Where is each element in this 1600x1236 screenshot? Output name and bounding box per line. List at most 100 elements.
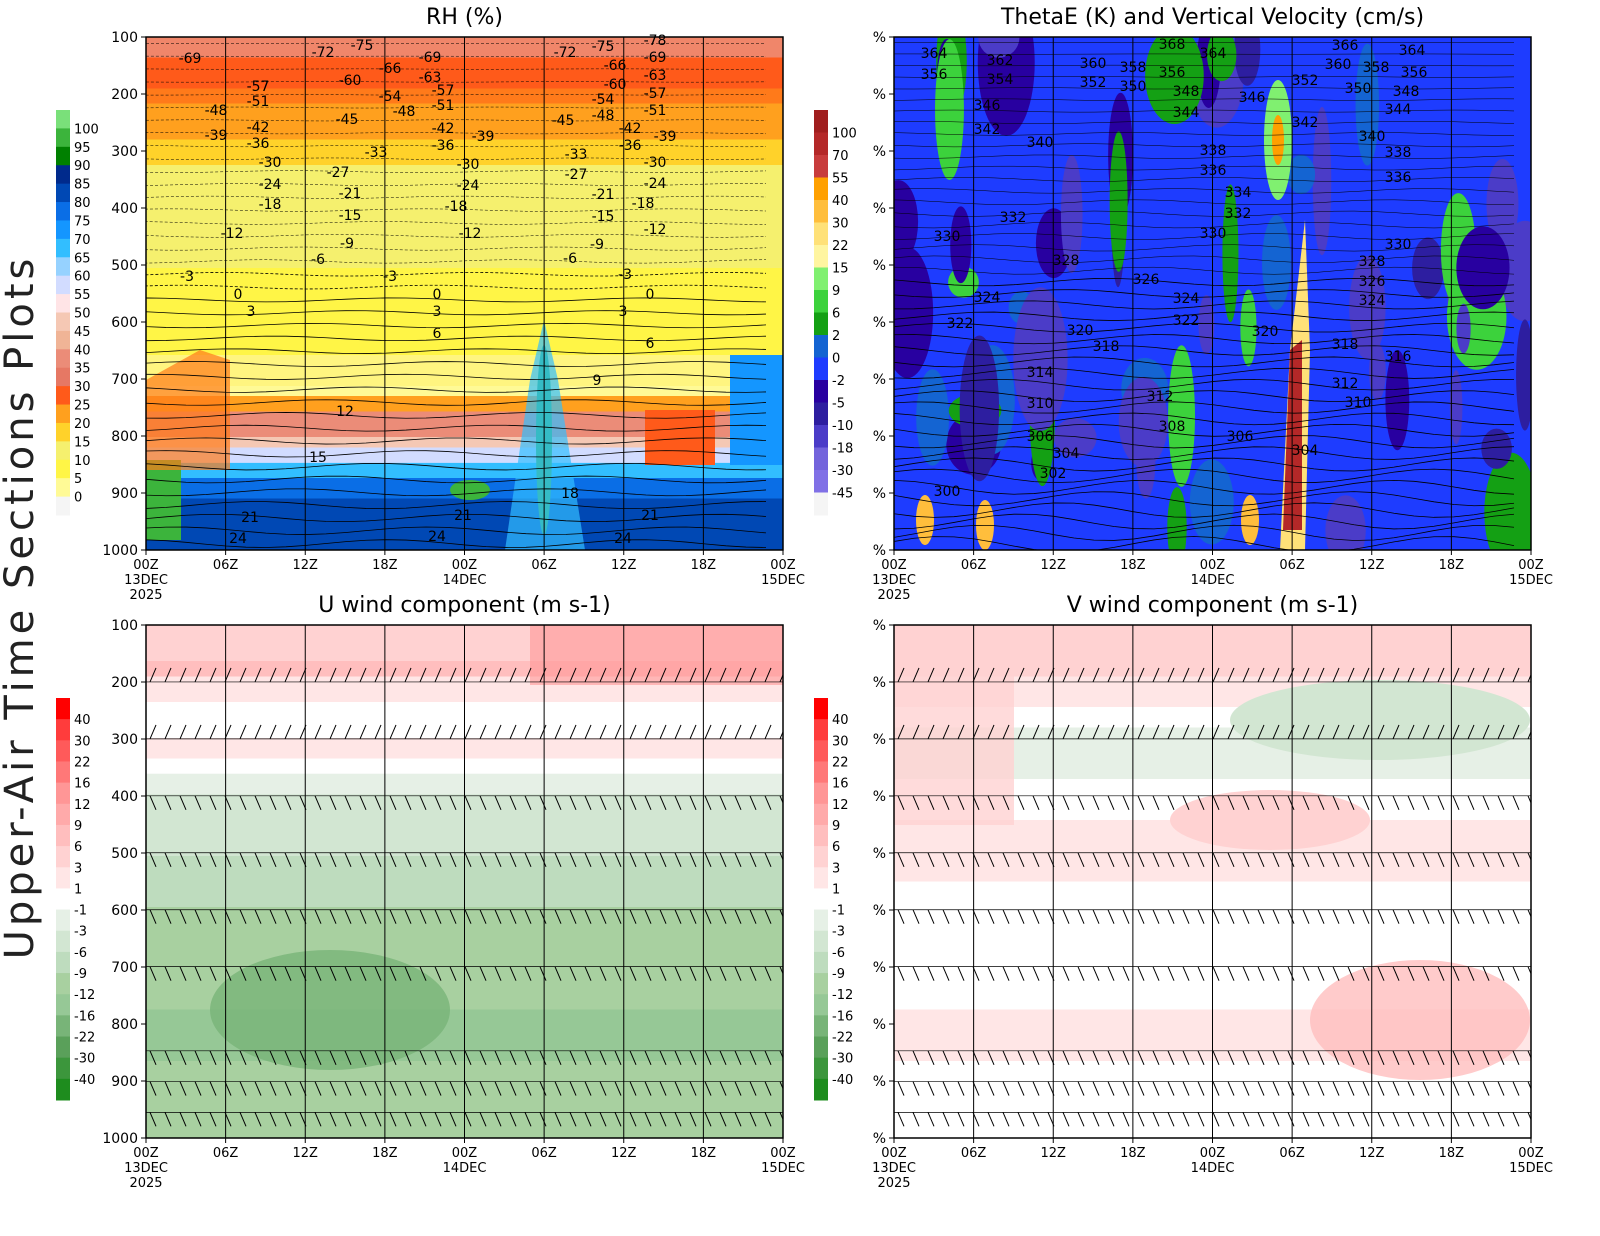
contour-label: 21 — [454, 508, 472, 524]
wind-barb — [958, 625, 959, 626]
wind-barb — [194, 795, 202, 811]
contour-line — [146, 310, 767, 316]
velocity-blob — [950, 206, 972, 284]
wind-barb — [1242, 1112, 1250, 1127]
velocity-blob — [1168, 345, 1195, 487]
colorbar-swatch — [814, 782, 828, 805]
x-year-label: 2025 — [129, 1176, 162, 1191]
colorbar-swatch — [814, 245, 828, 268]
wind-barb — [524, 852, 532, 867]
wind-barb — [1392, 724, 1400, 740]
colorbar-swatch — [56, 367, 70, 387]
wind-barb — [1467, 909, 1475, 924]
contour-line — [146, 183, 767, 186]
wind-barb — [674, 795, 682, 811]
y-tick-label: % — [873, 789, 886, 805]
contour-line — [146, 462, 767, 471]
wind-barb — [539, 724, 547, 740]
contour-label: 328 — [1053, 253, 1080, 269]
wind-barb — [704, 1081, 712, 1096]
wind-barb — [494, 667, 502, 683]
contour-label: -3 — [618, 267, 632, 283]
wind-barb — [509, 852, 517, 867]
wind-barb — [674, 724, 682, 740]
colorbar-label: 55 — [832, 172, 849, 187]
wind-barb — [1332, 1081, 1340, 1096]
wind-barb — [1257, 852, 1265, 867]
wind-barb — [344, 1112, 352, 1127]
wind-barb — [704, 909, 712, 924]
colorbar-swatch — [814, 867, 828, 889]
wind-barb — [912, 795, 920, 811]
wind-barb — [584, 795, 592, 811]
wind-barb — [494, 852, 502, 867]
wind-barb — [1512, 909, 1520, 924]
contour-line — [146, 195, 767, 199]
wind-barb — [539, 667, 547, 683]
colorbar-label: -30 — [74, 1052, 95, 1067]
wind-barb — [779, 1050, 783, 1060]
wind-barb — [1017, 1112, 1025, 1127]
wind-barb — [404, 1112, 412, 1127]
wind-barb — [1122, 795, 1130, 811]
wind-barb — [1377, 1050, 1385, 1065]
wind-barb — [404, 724, 412, 740]
wind-barb — [1092, 1112, 1100, 1127]
wind-barb — [764, 1112, 772, 1127]
contour-line — [894, 513, 1515, 530]
wind-barb — [1317, 966, 1325, 981]
wind-barb — [942, 909, 950, 924]
wind-barb — [614, 667, 622, 683]
contour-line — [146, 81, 767, 83]
wind-barb — [614, 795, 622, 811]
wind-barb — [764, 667, 772, 683]
wind-barb — [1302, 1112, 1310, 1127]
wind-barb — [269, 1112, 277, 1127]
wind-barb — [269, 966, 277, 981]
colorbar-label: -18 — [832, 442, 853, 457]
wind-barb — [569, 852, 577, 867]
colorbar-label: 40 — [74, 713, 91, 728]
velocity-blob — [1234, 37, 1261, 86]
wind-barb — [1467, 1050, 1475, 1065]
colorbar-label: -1 — [74, 904, 87, 919]
wind-barb — [1212, 909, 1220, 924]
colorbar-swatch — [56, 165, 70, 185]
wind-barb — [359, 795, 367, 811]
wind-barb — [434, 909, 442, 924]
colorbar-swatch — [56, 994, 70, 1016]
wind-barb — [239, 724, 247, 740]
wind-barb — [750, 625, 751, 626]
wind-barb — [1062, 1050, 1070, 1065]
colorbar-label: 12 — [832, 798, 849, 813]
colorbar-swatch — [814, 380, 828, 403]
wind-barb — [269, 1050, 277, 1065]
contour-line — [146, 272, 767, 277]
contour-line — [894, 121, 1515, 124]
wind-barb — [973, 625, 974, 626]
wind-barb — [1077, 724, 1085, 740]
wind-barb — [912, 852, 920, 867]
contour-label: 336 — [1385, 170, 1412, 186]
wind-barb — [927, 852, 935, 867]
colorbar-label: -22 — [74, 1031, 95, 1046]
contour-label: -42 — [619, 121, 642, 137]
y-tick-label: % — [873, 903, 886, 919]
velocity-blob — [1456, 226, 1510, 310]
contour-line — [894, 390, 1515, 403]
colorbar-swatch — [56, 183, 70, 203]
wind-barb — [449, 1050, 457, 1065]
contour-label: 342 — [974, 122, 1001, 138]
contour-line — [146, 526, 767, 535]
wind-barb — [479, 966, 487, 981]
contour-label: -78 — [644, 33, 667, 49]
wind-barb — [1002, 795, 1010, 811]
wind-barb — [1242, 966, 1250, 981]
wind-barb — [1362, 724, 1370, 740]
pos-v — [894, 625, 1014, 825]
contour-label: 352 — [1292, 73, 1319, 89]
wind-barb — [419, 667, 427, 683]
velocity-blob — [1198, 295, 1215, 355]
wind-barb — [240, 625, 241, 626]
wind-barb — [164, 724, 172, 740]
